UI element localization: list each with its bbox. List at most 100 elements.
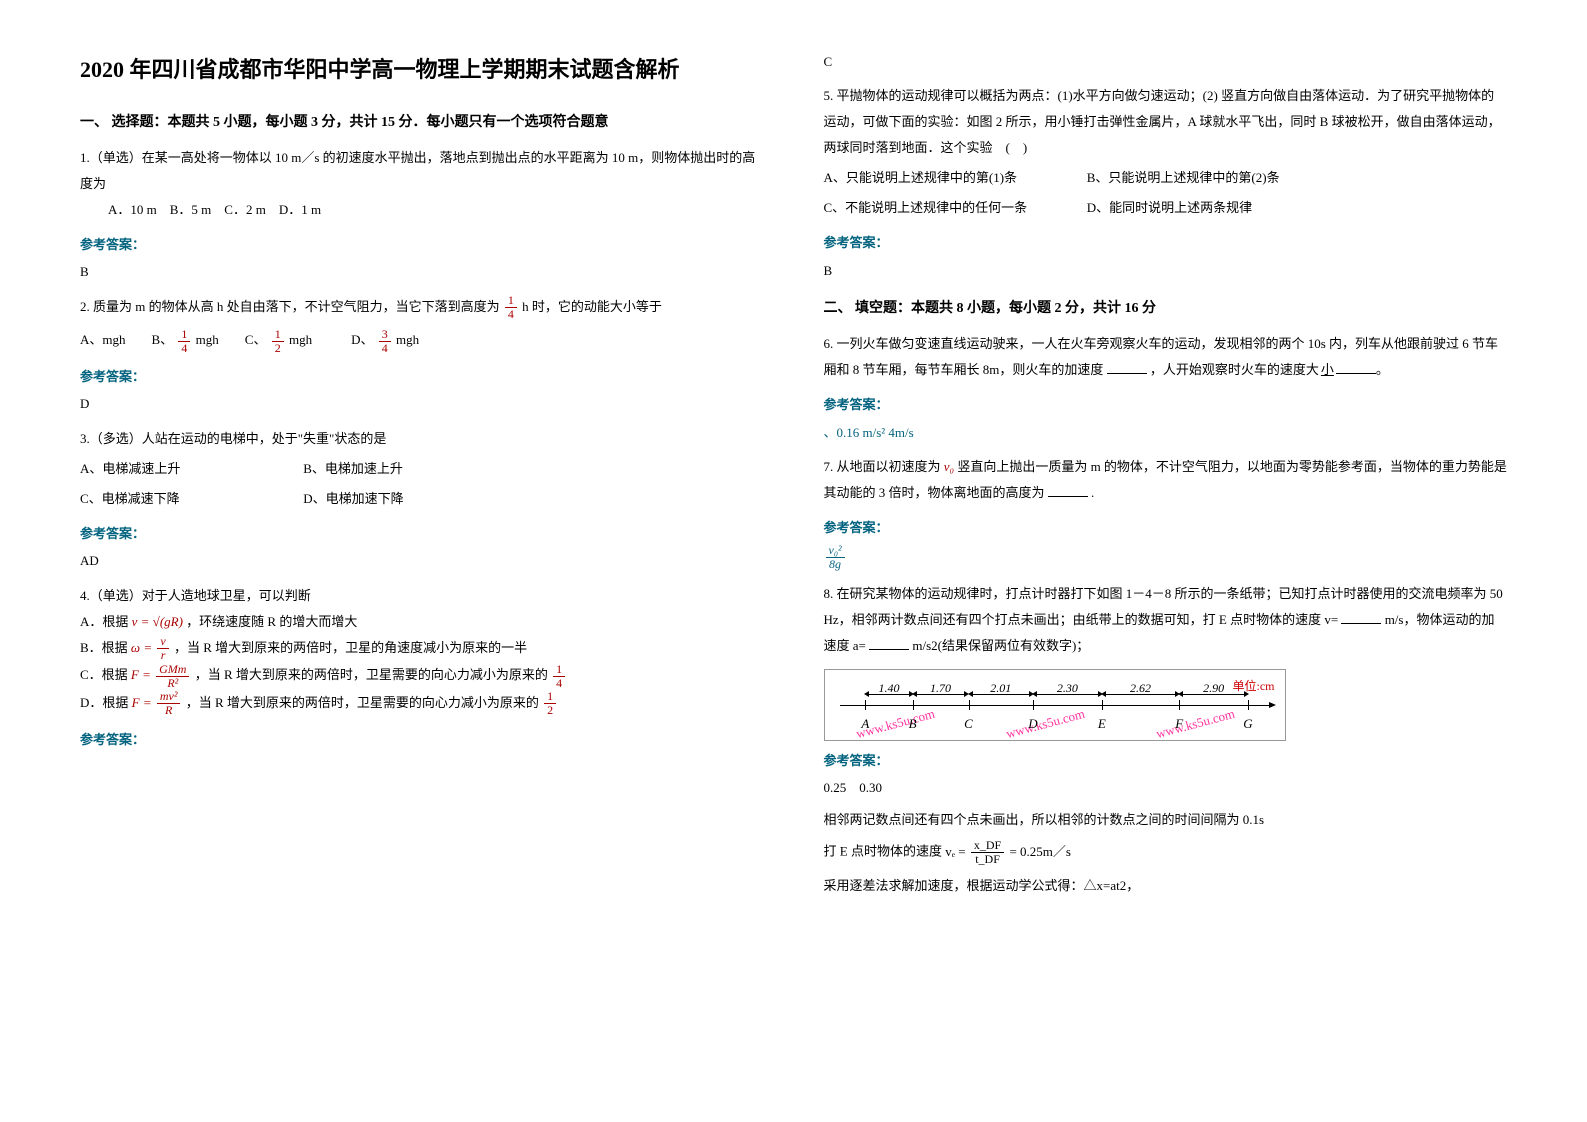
- segment-arrow: [917, 694, 965, 695]
- segment-arrow: [1106, 694, 1175, 695]
- option-c: C、电梯减速下降: [80, 486, 300, 512]
- question-6: 6. 一列火车做匀变速直线运动驶来，一人在火车旁观察火车的运动，发现相邻的两个 …: [824, 331, 1508, 383]
- right-column: C 5. 平抛物体的运动规律可以概括为两点：(1)水平方向做匀速运动；(2) 竖…: [824, 50, 1508, 898]
- blank: [1107, 360, 1147, 374]
- watermark: www.ks5u.com: [1153, 702, 1237, 745]
- tick-letter: G: [1243, 712, 1252, 735]
- tick: [1179, 700, 1180, 710]
- tape-diagram: 单位:cm www.ks5u.com www.ks5u.com www.ks5u…: [824, 669, 1286, 741]
- answer-label: 参考答案：: [824, 516, 1508, 539]
- question-text: 5. 平抛物体的运动规律可以概括为两点：(1)水平方向做匀速运动；(2) 竖直方…: [824, 83, 1508, 161]
- blank: [869, 636, 909, 650]
- axis-line: [840, 705, 1270, 706]
- fraction: 14: [178, 328, 190, 355]
- section-2-header: 二、 填空题：本题共 8 小题，每小题 2 分，共计 16 分: [824, 296, 1508, 321]
- answer-label: 参考答案：: [824, 231, 1508, 254]
- question-4: 4.（单选）对于人造地球卫星，可以判断 A．根据 v = √(gR) ，环绕速度…: [80, 583, 764, 718]
- tick: [913, 700, 914, 710]
- answer-label: 参考答案：: [824, 393, 1508, 416]
- option-a: A．根据 v = √(gR) ，环绕速度随 R 的增大而增大: [80, 609, 764, 635]
- question-3: 3.（多选）人站在运动的电梯中，处于"失重"状态的是 A、电梯减速上升 B、电梯…: [80, 426, 764, 512]
- segment-arrow: [973, 694, 1030, 695]
- question-text: 1.（单选）在某一高处将一物体以 10 m／s 的初速度水平抛出，落地点到抛出点…: [80, 145, 764, 197]
- option-c: C、不能说明上述规律中的任何一条: [824, 195, 1084, 221]
- question-2: 2. 质量为 m 的物体从高 h 处自由落下，不计空气阻力，当它下落到高度为 1…: [80, 294, 764, 355]
- option-d: D．根据 F = mv²R ，当 R 增大到原来的两倍时，卫星需要的向心力减小为…: [80, 690, 764, 718]
- answer-label: 参考答案：: [80, 233, 764, 256]
- blank: [1336, 360, 1376, 374]
- answer-text: AD: [80, 549, 764, 572]
- answer-text: B: [80, 260, 764, 283]
- answer-label: 参考答案：: [80, 522, 764, 545]
- tick-letter: D: [1028, 712, 1037, 735]
- tick-letter: B: [909, 712, 917, 735]
- answer-text: C: [824, 50, 1508, 73]
- formula: ω = vr: [131, 640, 174, 655]
- tick-letter: A: [861, 712, 869, 735]
- segment-arrow: [869, 694, 908, 695]
- tick: [969, 700, 970, 710]
- tick: [1102, 700, 1103, 710]
- question-1: 1.（单选）在某一高处将一物体以 10 m／s 的初速度水平抛出，落地点到抛出点…: [80, 145, 764, 223]
- question-text: 4.（单选）对于人造地球卫星，可以判断: [80, 583, 764, 609]
- segment-value: 2.62: [1130, 678, 1151, 700]
- left-column: 2020 年四川省成都市华阳中学高一物理上学期期末试题含解析 一、 选择题：本题…: [80, 50, 764, 898]
- answer-text: 0.25 0.30: [824, 776, 1508, 799]
- watermark: www.ks5u.com: [1003, 702, 1087, 745]
- answer-text: D: [80, 392, 764, 415]
- question-5: 5. 平抛物体的运动规律可以概括为两点：(1)水平方向做匀速运动；(2) 竖直方…: [824, 83, 1508, 221]
- exam-title: 2020 年四川省成都市华阳中学高一物理上学期期末试题含解析: [80, 50, 764, 90]
- question-text: 2. 质量为 m 的物体从高 h 处自由落下，不计空气阻力，当它下落到高度为: [80, 299, 500, 314]
- section-1-header: 一、 选择题：本题共 5 小题，每小题 3 分，共计 15 分．每小题只有一个选…: [80, 110, 764, 135]
- tick: [1033, 700, 1034, 710]
- answer-text: v₀² 8g: [824, 544, 1508, 571]
- answer-explanation: 相邻两记数点间还有四个点未画出，所以相邻的计数点之间的时间间隔为 0.1s: [824, 808, 1508, 831]
- segment-arrow: [1183, 694, 1244, 695]
- answer-explanation: 打 E 点时物体的速度 vₑ = x_DFt_DF = 0.25m／s: [824, 839, 1508, 866]
- fraction: 14: [553, 663, 565, 690]
- answer-text: 、0.16 m/s² 4m/s: [824, 421, 1508, 444]
- blank: [1048, 483, 1088, 497]
- fraction: v₀² 8g: [826, 544, 845, 571]
- fraction: 12: [544, 690, 556, 717]
- question-text: 7. 从地面以初速度为: [824, 459, 941, 474]
- option-b: B、只能说明上述规律中的第(2)条: [1087, 165, 1347, 191]
- tick-letter: C: [964, 712, 973, 735]
- formula: F = mv²R: [132, 695, 186, 710]
- fraction: 1 4: [505, 294, 517, 321]
- option-c: C．根据 F = GMmR² ，当 R 增大到原来的两倍时，卫星需要的向心力减小…: [80, 662, 764, 690]
- question-options: A、mgh B、 14 mgh C、 12 mgh D、 34 mgh: [80, 327, 764, 355]
- formula: F = GMmR²: [131, 667, 195, 682]
- option-b: B、电梯加速上升: [303, 456, 523, 482]
- formula: v₀: [944, 459, 954, 474]
- tick: [1248, 700, 1249, 710]
- tick-letter: E: [1098, 712, 1106, 735]
- option-a: A、只能说明上述规律中的第(1)条: [824, 165, 1084, 191]
- answer-explanation: 采用逐差法求解加速度，根据运动学公式得：△x=at2，: [824, 874, 1508, 897]
- answer-text: B: [824, 259, 1508, 282]
- question-text-cont: h 时，它的动能大小等于: [522, 299, 662, 314]
- option-d: D、电梯加速下降: [303, 486, 523, 512]
- formula: v = √(gR): [132, 614, 183, 629]
- segment-value: 1.40: [878, 678, 899, 700]
- answer-label: 参考答案：: [80, 728, 764, 751]
- option-b: B．根据 ω = vr ，当 R 增大到原来的两倍时，卫星的角速度减小为原来的一…: [80, 635, 764, 663]
- option-a: A、电梯减速上升: [80, 456, 300, 482]
- question-8: 8. 在研究某物体的运动规律时，打点计时器打下如图 1－4－8 所示的一条纸带；…: [824, 581, 1508, 659]
- fraction: 12: [272, 328, 284, 355]
- segment-value: 1.70: [930, 678, 951, 700]
- segment-value: 2.30: [1057, 678, 1078, 700]
- formula: vₑ = x_DFt_DF = 0.25m／s: [945, 844, 1071, 859]
- segment-value: 2.90: [1203, 678, 1224, 700]
- answer-label: 参考答案：: [80, 365, 764, 388]
- question-7: 7. 从地面以初速度为 v₀ 竖直向上抛出一质量为 m 的物体，不计空气阻力，以…: [824, 454, 1508, 506]
- fraction: 34: [379, 328, 391, 355]
- tick: [865, 700, 866, 710]
- option-d: D、能同时说明上述两条规律: [1087, 195, 1347, 221]
- segment-arrow: [1037, 694, 1098, 695]
- answer-label: 参考答案：: [824, 749, 1508, 772]
- question-text: 3.（多选）人站在运动的电梯中，处于"失重"状态的是: [80, 426, 764, 452]
- question-options: A．10 m B．5 m C．2 m D．1 m: [108, 197, 764, 223]
- tick-letter: F: [1175, 712, 1183, 735]
- blank: [1341, 610, 1381, 624]
